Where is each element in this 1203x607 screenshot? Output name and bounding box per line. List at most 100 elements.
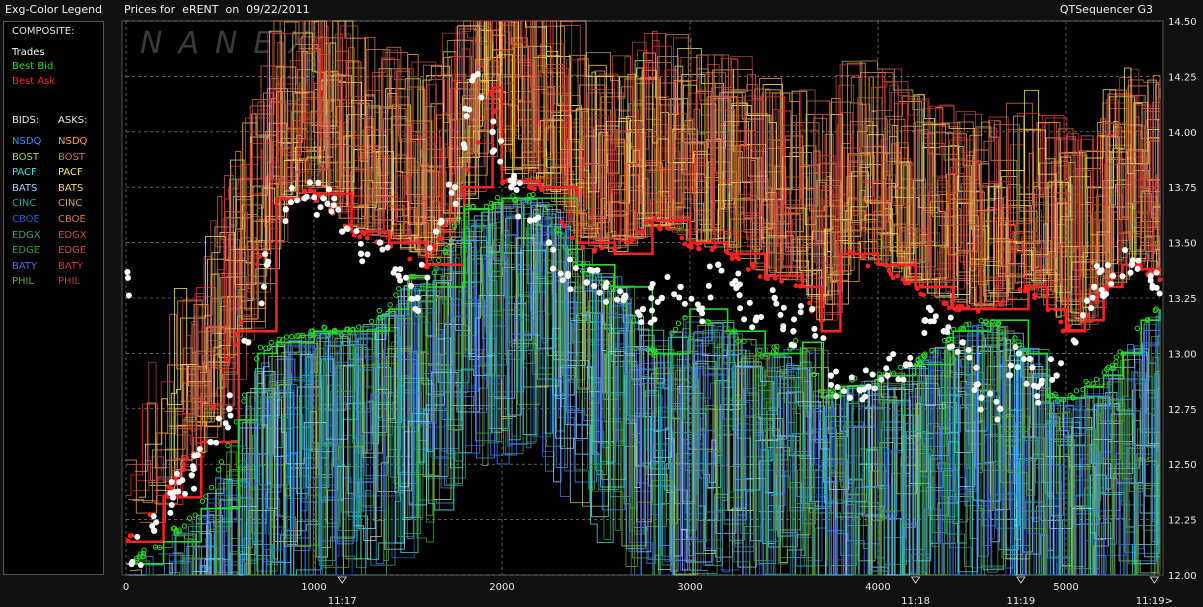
trade-point	[1134, 265, 1141, 272]
trade-point	[448, 189, 455, 196]
trade-point	[451, 184, 459, 191]
best-ask-point	[640, 228, 646, 234]
best-bid-point	[960, 326, 967, 333]
best-bid-point	[948, 332, 955, 339]
trade-point	[1104, 262, 1111, 269]
trade-point	[125, 292, 132, 299]
legend-bid-edgx: EDGX	[12, 229, 41, 241]
best-bid-point	[983, 318, 989, 325]
best-bid-point	[1047, 392, 1054, 398]
best-bid-point	[950, 326, 957, 333]
best-bid-point	[566, 249, 572, 256]
trade-point	[169, 494, 177, 501]
trade-point	[596, 289, 603, 296]
best-ask-point	[900, 277, 906, 282]
best-bid-point	[279, 337, 286, 343]
trade-point	[927, 307, 934, 314]
best-ask-point	[612, 247, 617, 253]
trade-point	[497, 158, 504, 165]
legend-title: Exg-Color Legend	[5, 3, 103, 16]
legend-bid-phil: PHIL	[12, 276, 35, 288]
best-bid-point	[652, 347, 658, 353]
trade-point	[603, 280, 610, 287]
best-ask-point	[173, 475, 179, 481]
best-bid-point	[1152, 307, 1158, 314]
legend-trades: Trades	[12, 47, 45, 58]
best-bid-point	[173, 530, 179, 536]
trade-point	[1027, 355, 1034, 362]
trade-point	[395, 272, 402, 280]
best-bid-point	[1045, 396, 1051, 402]
trade-point	[583, 279, 590, 286]
trade-point	[890, 351, 897, 358]
trade-point	[977, 406, 984, 413]
best-bid-point	[922, 351, 928, 357]
trade-point	[390, 269, 397, 276]
best-bid-point	[922, 353, 928, 360]
best-ask-point	[580, 244, 586, 250]
best-bid-point	[631, 317, 637, 323]
trade-point	[594, 267, 601, 274]
trade-point	[124, 274, 131, 281]
best-ask-point	[592, 247, 598, 252]
trade-point	[974, 381, 981, 388]
y-tick-label: 14.00	[1168, 128, 1197, 139]
trade-point	[474, 71, 481, 78]
trade-point	[320, 195, 327, 202]
best-bid-point	[1073, 388, 1080, 394]
best-bid-point	[356, 324, 362, 330]
trade-point	[344, 226, 351, 233]
best-ask-point	[528, 185, 534, 191]
trade-point	[545, 239, 553, 246]
best-ask-point	[902, 280, 908, 286]
best-ask-point	[848, 250, 853, 256]
best-bid-point	[225, 442, 231, 449]
trade-point	[834, 384, 841, 391]
trade-point	[797, 309, 804, 316]
trade-point	[664, 274, 671, 281]
best-bid-point	[208, 484, 215, 491]
best-bid-point	[530, 191, 536, 198]
ask-quote-line	[171, 20, 1161, 461]
best-bid-point	[186, 515, 193, 521]
trade-point	[339, 228, 346, 235]
ask-quote-line	[157, 20, 1161, 480]
trade-point	[549, 265, 556, 272]
best-ask-point	[941, 301, 947, 306]
best-bid-point	[431, 269, 438, 276]
best-bid-point	[978, 317, 984, 324]
x-tick-label: 5000	[1053, 582, 1078, 593]
brand-label: QTSequencer G3	[1059, 3, 1153, 16]
trade-point	[1129, 257, 1136, 264]
ask-quote-line	[145, 33, 1161, 481]
best-bid-point	[513, 196, 519, 202]
trade-point	[1108, 281, 1115, 288]
best-bid-point	[411, 273, 417, 280]
best-bid-point	[176, 527, 182, 533]
trade-point	[409, 295, 416, 302]
trade-point	[1083, 297, 1090, 304]
best-bid-point	[192, 512, 198, 518]
watermark-text: NANEX	[140, 26, 325, 61]
time-label: 11:18	[901, 596, 930, 607]
best-ask-point	[712, 244, 718, 250]
x-tick-label: 4000	[865, 582, 890, 593]
trade-point	[462, 105, 469, 112]
trade-point	[190, 466, 197, 473]
trade-point	[1053, 372, 1060, 379]
best-ask-point	[765, 276, 770, 282]
best-ask-point	[438, 236, 444, 242]
trade-point	[196, 445, 203, 452]
trade-point	[1006, 372, 1013, 379]
best-ask-point	[184, 456, 190, 462]
trade-point	[736, 292, 743, 299]
best-bid-point	[1117, 349, 1123, 355]
bid-quote-line	[188, 203, 1161, 576]
y-tick-label: 13.50	[1168, 239, 1197, 250]
trade-point	[294, 197, 301, 204]
trade-point	[1109, 272, 1117, 280]
trade-point	[922, 318, 929, 325]
best-bid-point	[464, 204, 470, 210]
trade-point	[737, 305, 744, 312]
best-bid-point	[759, 353, 765, 359]
